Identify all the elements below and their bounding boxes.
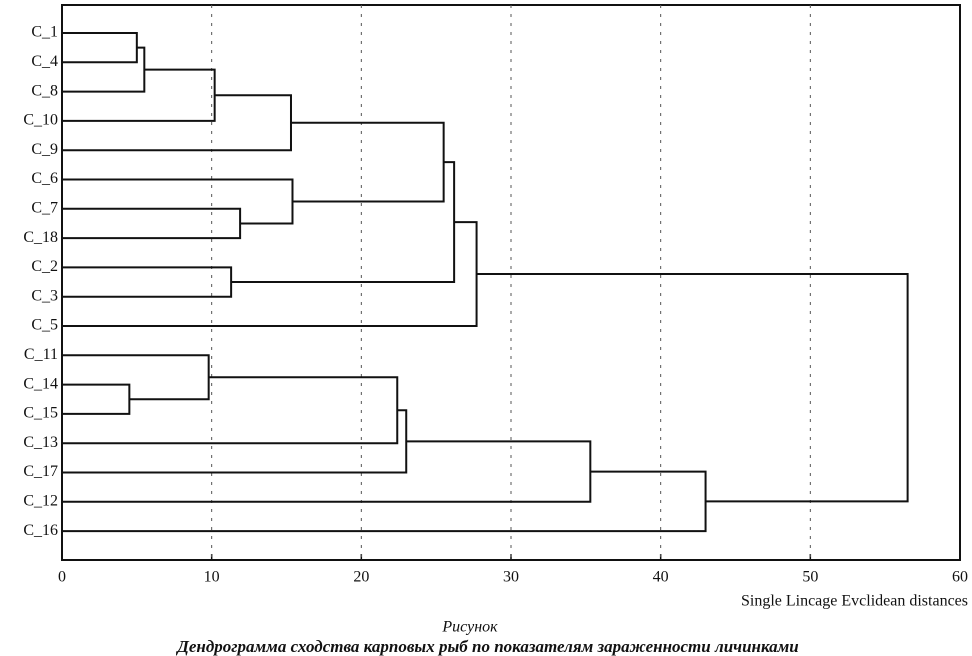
dendrogram-link [62, 376, 399, 445]
x-tick-label: 50 [802, 569, 818, 586]
dendrogram-link [62, 207, 242, 240]
leaf-label: C_10 [23, 112, 58, 129]
leaf-label: C_17 [23, 463, 58, 480]
leaf-label: C_11 [24, 346, 58, 363]
dendrogram-link [62, 440, 592, 503]
x-tick-label: 20 [353, 569, 369, 586]
leaf-label: C_1 [31, 24, 58, 41]
x-axis-title: Single Lincage Evclidean distances [741, 593, 968, 610]
x-tick-label: 10 [204, 569, 220, 586]
leaf-label: C_14 [23, 375, 58, 392]
x-tick-label: 40 [653, 569, 669, 586]
leaf-label: C_15 [23, 405, 58, 422]
dendrogram-link [62, 68, 216, 122]
leaf-label: C_9 [31, 141, 58, 158]
leaf-label: C_6 [31, 170, 58, 187]
caption-label: Рисунок [441, 619, 498, 636]
leaf-label: C_12 [23, 492, 58, 509]
leaf-label: C_5 [31, 317, 58, 334]
dendrogram-link [62, 32, 138, 64]
x-tick-label: 30 [503, 569, 519, 586]
caption: Дендрограмма сходства карповых рыб по по… [175, 637, 799, 656]
dendrogram-link [62, 409, 408, 474]
leaf-label: C_7 [31, 199, 58, 216]
leaf-label: C_16 [23, 522, 58, 539]
dendrogram-link [62, 383, 131, 415]
leaf-label: C_3 [31, 287, 58, 304]
x-tick-label: 0 [58, 569, 66, 586]
leaf-label: C_18 [23, 229, 58, 246]
x-tick-label: 60 [952, 569, 968, 586]
dendrogram-link [62, 178, 294, 225]
leaf-label: C_4 [31, 53, 58, 70]
dendrogram-link [62, 94, 292, 152]
leaf-label: C_13 [23, 434, 58, 451]
leaf-label: C_2 [31, 258, 58, 275]
dendrogram-link [62, 266, 233, 298]
dendrogram-link [62, 46, 146, 93]
dendrogram-link [62, 354, 210, 401]
leaf-label: C_8 [31, 82, 58, 99]
dendrogram-link [290, 121, 445, 203]
dendrogram-link [476, 273, 909, 503]
